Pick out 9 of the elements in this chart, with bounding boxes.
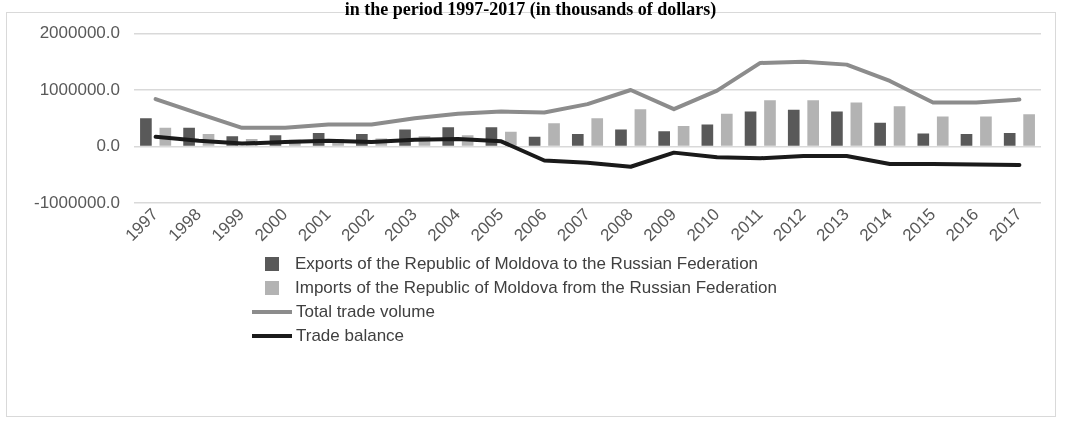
y-tick-label: 1000000.0	[39, 79, 121, 99]
y-tick-label: -1000000.0	[33, 192, 121, 212]
y-tick-label: 2000000.0	[39, 23, 121, 43]
chart-title: in the period 1997-2017 (in thousands of dollars)	[344, 0, 717, 21]
legend-label: Imports of the Republic of Moldova from the Russian Federation	[295, 278, 777, 298]
legend-label: Trade balance	[296, 326, 405, 346]
y-tick-label: 0.0	[96, 136, 121, 156]
legend-label: Exports of the Republic of Moldova to the Russian Federation	[295, 254, 759, 274]
legend-label: Total trade volume	[296, 302, 435, 322]
